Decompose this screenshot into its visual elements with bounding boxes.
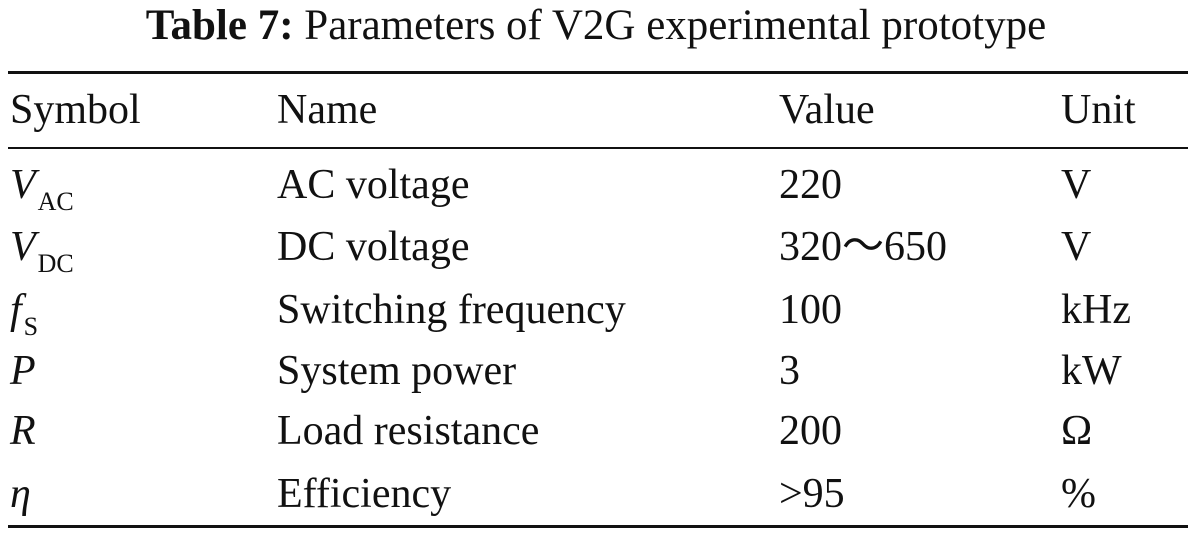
header-value: Value: [779, 87, 875, 133]
value-cell: 220: [779, 162, 842, 208]
unit-cell: V: [1061, 224, 1092, 270]
unit-cell: Ω: [1061, 408, 1093, 454]
table-row: η Efficiency >95 %: [0, 466, 1192, 522]
unit-cell: kW: [1061, 348, 1122, 394]
table-row: P System power 3 kW: [0, 343, 1192, 399]
name-cell: Efficiency: [277, 471, 452, 517]
name-cell: System power: [277, 348, 517, 394]
table-number: Table 7:: [145, 2, 294, 49]
symbol-cell: VAC: [10, 162, 74, 216]
unit-cell: %: [1061, 471, 1096, 517]
table-row: VDC DC voltage 320～650 V: [0, 219, 1192, 278]
table-row: fS Switching frequency 100 kHz: [0, 282, 1192, 341]
unit-cell: V: [1061, 162, 1092, 208]
table-row: VAC AC voltage 220 V: [0, 157, 1192, 216]
table-row: R Load resistance 200 Ω: [0, 403, 1192, 459]
symbol-cell: η: [10, 471, 31, 517]
symbol-cell: VDC: [10, 224, 74, 278]
value-cell: 100: [779, 287, 842, 333]
name-cell: Switching frequency: [277, 287, 626, 333]
value-cell: >95: [779, 471, 845, 517]
header-symbol: Symbol: [10, 87, 141, 133]
header-name: Name: [277, 87, 378, 133]
name-cell: AC voltage: [277, 162, 470, 208]
symbol-cell: R: [10, 408, 36, 454]
header-row: Symbol Name Value Unit: [0, 82, 1192, 138]
header-rule: [8, 147, 1188, 149]
bottom-rule: [8, 525, 1188, 528]
value-cell: 320～650: [779, 224, 948, 270]
top-rule: [8, 71, 1188, 74]
name-cell: Load resistance: [277, 408, 540, 454]
table-caption: Table 7: Parameters of V2G experimental …: [0, 2, 1192, 50]
symbol-cell: P: [10, 348, 36, 394]
table-title: Parameters of V2G experimental prototype: [304, 2, 1047, 49]
symbol-cell: fS: [10, 287, 39, 341]
value-cell: 200: [779, 408, 842, 454]
name-cell: DC voltage: [277, 224, 470, 270]
value-cell: 3: [779, 348, 800, 394]
header-unit: Unit: [1061, 87, 1136, 133]
unit-cell: kHz: [1061, 287, 1131, 333]
